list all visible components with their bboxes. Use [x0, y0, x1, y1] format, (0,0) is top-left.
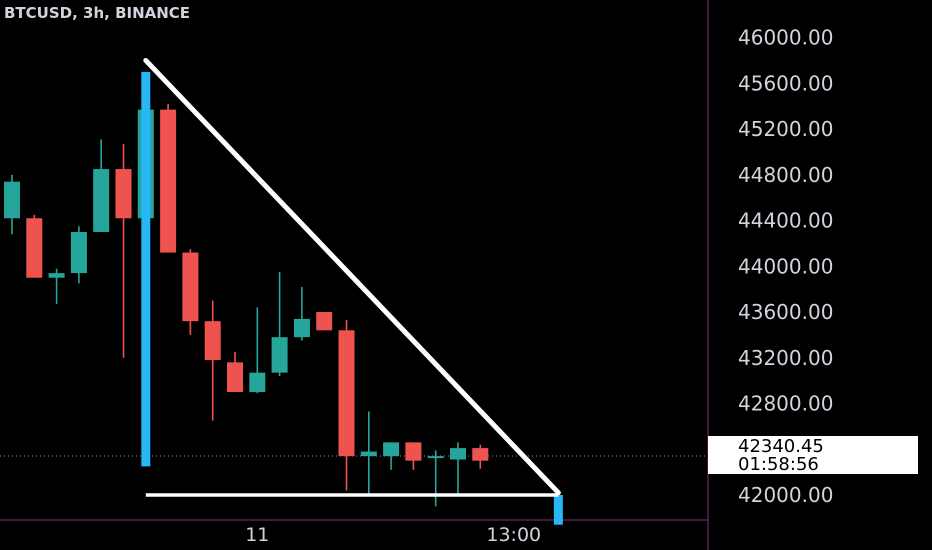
candle: [360, 411, 377, 494]
candle-body: [115, 169, 132, 219]
drawings-layer: [141, 57, 563, 525]
symbol-title: BTCUSD, 3h, BINANCE: [4, 4, 191, 22]
candle-body: [383, 442, 400, 457]
candle: [316, 312, 333, 331]
price-tick-label: 42800.00: [738, 392, 833, 416]
candle-body: [271, 337, 288, 373]
candle: [70, 226, 87, 284]
price-axis: 46000.00 45600.00 45200.00 44800.00 44400.00…: [245, 26, 833, 546]
candle-body: [293, 318, 310, 338]
candle-body: [182, 252, 199, 322]
candle-body: [227, 362, 243, 393]
candle-body: [26, 218, 43, 278]
highlight-bar: [141, 71, 151, 467]
candle: [405, 442, 422, 470]
candle: [271, 272, 288, 377]
last-price-label: 42340.45 01:58:56: [708, 436, 918, 474]
candle: [227, 352, 243, 393]
price-tick-label: 45600.00: [738, 71, 833, 95]
candle-body: [70, 231, 87, 274]
candle-body: [204, 321, 221, 361]
candle: [93, 139, 110, 232]
time-tick-label: 13:00: [486, 524, 541, 546]
candle-body: [472, 448, 489, 461]
candle: [383, 442, 400, 470]
candle: [450, 442, 466, 495]
candle: [427, 450, 444, 507]
candle: [182, 249, 199, 335]
candle-body: [93, 169, 110, 232]
candle-body: [360, 451, 377, 457]
price-tick-label: 44000.00: [738, 254, 833, 278]
price-tick-label: 42000.00: [738, 483, 833, 507]
candle-body: [249, 372, 266, 393]
candle-body: [427, 456, 444, 459]
candle: [204, 300, 221, 421]
candle: [48, 268, 65, 305]
candle: [293, 286, 310, 341]
candle-body: [338, 330, 355, 457]
candle-body: [450, 448, 466, 460]
price-tick-label: 43200.00: [738, 346, 833, 370]
last-price-value: 42340.45: [738, 436, 824, 457]
highlight-bar: [553, 494, 563, 525]
candle: [249, 307, 266, 394]
candle-body: [160, 109, 177, 253]
candles-layer: [4, 103, 489, 507]
candle: [472, 444, 489, 469]
bar-countdown: 01:58:56: [738, 454, 819, 475]
time-tick-label: 11: [245, 524, 269, 546]
price-tick-label: 45200.00: [738, 117, 833, 141]
candle: [160, 103, 177, 253]
price-tick-label: 44400.00: [738, 209, 833, 233]
price-tick-label: 43600.00: [738, 300, 833, 324]
candle-body: [405, 442, 422, 461]
candle-body: [4, 181, 20, 219]
candle: [115, 143, 132, 358]
candle: [4, 174, 20, 235]
candle: [26, 214, 43, 278]
price-tick-label: 46000.00: [738, 26, 833, 50]
candle-body: [48, 273, 65, 278]
candle-body: [316, 312, 333, 331]
price-tick-label: 44800.00: [738, 163, 833, 187]
descending-trendline: [143, 57, 561, 496]
candle: [338, 320, 355, 491]
